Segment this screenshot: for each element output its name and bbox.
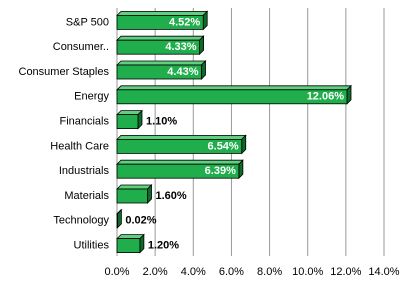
bar-top [116,85,352,91]
value-label: 12.06% [307,91,345,103]
y-tick-label: Materials [64,190,109,202]
x-tick-label: 2.0% [143,266,168,278]
bar-top [116,60,207,66]
x-tick-label: 14.0% [368,266,399,278]
x-tick-label: 0.0% [104,266,129,278]
y-tick-label: Consumer.. [53,41,109,53]
x-tick-label: 12.0% [330,266,361,278]
x-tick-label: 10.0% [292,266,323,278]
bar [116,39,200,55]
x-tick-label: 4.0% [181,266,206,278]
bar [116,163,240,179]
y-tick-label: Industrials [59,165,110,177]
bar [116,114,139,129]
y-tick-label: Technology [53,215,109,227]
y-tick-label: Energy [74,91,109,103]
bar [116,14,204,30]
value-label: 0.02% [125,215,156,227]
value-label: 1.60% [156,190,187,202]
bar [116,138,243,154]
x-tick-label: 8.0% [257,266,282,278]
bar-top [116,134,247,140]
y-tick-label: Financials [59,116,109,128]
bar-top [116,184,153,190]
bar-top [116,234,145,240]
bar-top [116,35,205,41]
bar [116,64,202,80]
value-label: 6.54% [208,140,239,152]
y-tick-label: Health Care [50,140,109,152]
value-label: 6.39% [205,165,236,177]
value-label: 1.20% [148,240,179,252]
value-label: 4.52% [169,16,200,28]
y-tick-label: S&P 500 [66,16,109,28]
bar-top [116,159,244,165]
value-label: 1.10% [146,116,177,128]
y-tick-label: Consumer Staples [19,66,110,78]
bar [116,188,148,204]
bar [116,89,348,105]
value-label: 4.43% [167,66,198,78]
bar [116,238,141,254]
bar-top [116,10,209,16]
x-tick-label: 6.0% [219,266,244,278]
value-label: 4.33% [165,41,196,53]
y-tick-label: Utilities [74,240,110,252]
bar [116,213,118,229]
